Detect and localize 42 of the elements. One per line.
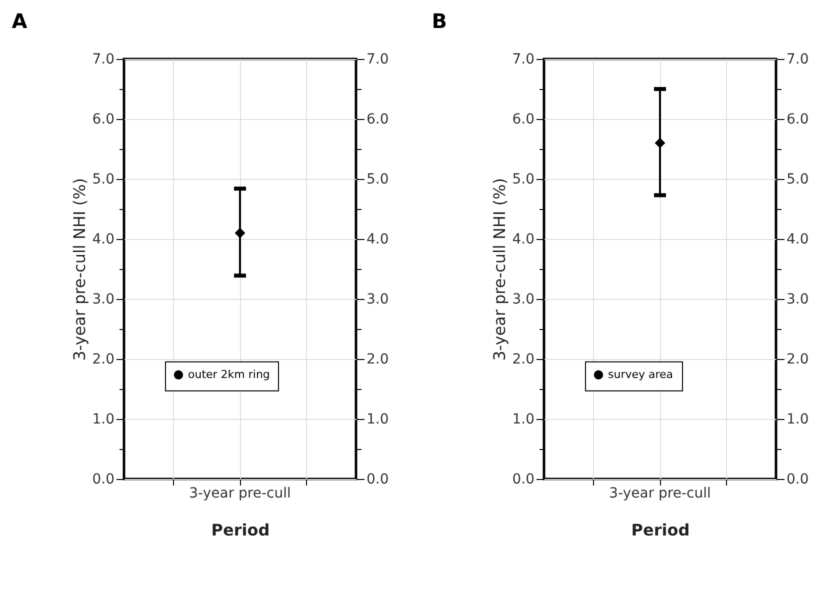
y-tick-label: 1.0 — [512, 412, 534, 428]
x-axis-title: Period — [631, 520, 690, 540]
y-tick-label: 0.0 — [92, 472, 114, 488]
y-tick-label: 5.0 — [512, 172, 534, 188]
y2-tick-label: 7.0 — [366, 52, 389, 68]
y2-tick-label: 1.0 — [786, 412, 809, 428]
chart-title: B — [432, 9, 447, 33]
y2-tick-label: 5.0 — [366, 172, 389, 188]
y2-tick-label: 3.0 — [786, 292, 809, 308]
y2-tick-label: 0.0 — [786, 472, 809, 488]
y-tick-label: 7.0 — [92, 52, 114, 68]
x-tick-label: 3-year pre-cull — [189, 486, 291, 502]
y2-tick-label: 4.0 — [786, 232, 809, 248]
y2-tick-label: 0.0 — [366, 472, 389, 488]
y2-tick-label: 4.0 — [366, 232, 389, 248]
y-tick-label: 7.0 — [512, 52, 534, 68]
y-axis-title: 3-year pre-cull NHI (%) — [70, 178, 90, 361]
y-tick-label: 0.0 — [512, 472, 534, 488]
y-axis-title: 3-year pre-cull NHI (%) — [490, 178, 510, 361]
y-tick-label: 4.0 — [512, 232, 534, 248]
y2-tick-label: 5.0 — [786, 172, 809, 188]
legend-label: outer 2km ring — [188, 368, 270, 381]
y-tick-label: 2.0 — [512, 352, 534, 368]
y-tick-label: 6.0 — [512, 112, 534, 128]
y2-tick-label: 6.0 — [366, 112, 389, 128]
y2-tick-label: 3.0 — [366, 292, 389, 308]
y-tick-label: 3.0 — [512, 292, 534, 308]
y2-tick-label: 1.0 — [366, 412, 389, 428]
y-tick-label: 2.0 — [92, 352, 114, 368]
chart-title: A — [12, 9, 28, 33]
legend-label: survey area — [608, 368, 674, 381]
y-tick-label: 4.0 — [92, 232, 114, 248]
y-tick-label: 1.0 — [92, 412, 114, 428]
y-tick-label: 3.0 — [92, 292, 114, 308]
x-axis-title: Period — [211, 520, 270, 540]
y2-tick-label: 2.0 — [786, 352, 809, 368]
y-tick-label: 5.0 — [92, 172, 114, 188]
x-tick-label: 3-year pre-cull — [609, 486, 711, 502]
y2-tick-label: 2.0 — [366, 352, 389, 368]
y2-tick-label: 7.0 — [786, 52, 809, 68]
y-tick-label: 6.0 — [92, 112, 114, 128]
y2-tick-label: 6.0 — [786, 112, 809, 128]
